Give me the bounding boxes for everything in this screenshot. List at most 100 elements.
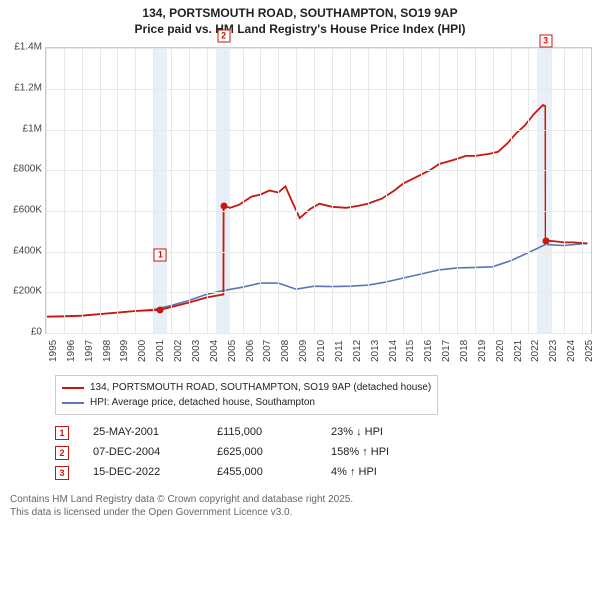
x-axis-label: 2013	[370, 340, 377, 362]
sale-marker-point	[157, 306, 164, 313]
x-axis-label: 2009	[298, 340, 305, 362]
x-axis-label: 2016	[423, 340, 430, 362]
gridline-vertical	[475, 48, 476, 333]
plot-area: 123	[45, 47, 592, 334]
gridline-vertical	[296, 48, 297, 333]
x-axis-label: 2014	[388, 340, 395, 362]
gridline-vertical	[135, 48, 136, 333]
x-axis-label: 2015	[405, 340, 412, 362]
sale-marker-label: 1	[154, 248, 167, 261]
y-axis-label: £800K	[2, 164, 42, 175]
sale-number-badge: 2	[55, 446, 69, 460]
gridline-vertical	[439, 48, 440, 333]
gridline-vertical	[82, 48, 83, 333]
sale-row: 2 07-DEC-2004 £625,000 158% ↑ HPI	[55, 443, 590, 463]
y-axis-label: £1.4M	[2, 42, 42, 53]
gridline-vertical	[582, 48, 583, 333]
gridline-vertical	[100, 48, 101, 333]
gridline-vertical	[46, 48, 47, 333]
gridline-vertical	[368, 48, 369, 333]
x-axis-label: 2002	[173, 340, 180, 362]
price-chart: 123 £0£200K£400K£600K£800K£1M£1.2M£1.4M1…	[0, 39, 600, 369]
sale-date: 15-DEC-2022	[93, 463, 193, 483]
sale-number-badge: 3	[55, 466, 69, 480]
x-axis-label: 2004	[209, 340, 216, 362]
x-axis-label: 1995	[48, 340, 55, 362]
x-axis-label: 2003	[191, 340, 198, 362]
sale-price: £455,000	[217, 463, 307, 483]
x-axis-label: 2024	[566, 340, 573, 362]
x-axis-label: 2006	[245, 340, 252, 362]
gridline-vertical	[189, 48, 190, 333]
gridline-horizontal	[46, 130, 591, 131]
x-axis-label: 2001	[155, 340, 162, 362]
gridline-vertical	[260, 48, 261, 333]
sale-marker-label: 3	[539, 34, 552, 47]
chart-title-block: 134, PORTSMOUTH ROAD, SOUTHAMPTON, SO19 …	[0, 0, 600, 39]
gridline-vertical	[457, 48, 458, 333]
gridline-vertical	[207, 48, 208, 333]
gridline-vertical	[528, 48, 529, 333]
sales-table: 125-MAY-2001£115,00023% ↓ HPI207-DEC-200…	[55, 423, 590, 482]
gridline-horizontal	[46, 292, 591, 293]
y-axis-label: £1M	[2, 123, 42, 134]
attribution-line2: This data is licensed under the Open Gov…	[10, 506, 590, 519]
gridline-vertical	[564, 48, 565, 333]
legend-swatch	[62, 402, 84, 404]
x-axis-label: 2022	[530, 340, 537, 362]
gridline-vertical	[511, 48, 512, 333]
y-axis-label: £200K	[2, 286, 42, 297]
gridline-vertical	[403, 48, 404, 333]
gridline-vertical	[278, 48, 279, 333]
gridline-vertical	[350, 48, 351, 333]
x-axis-label: 1997	[84, 340, 91, 362]
x-axis-label: 2010	[316, 340, 323, 362]
gridline-horizontal	[46, 48, 591, 49]
x-axis-label: 1998	[102, 340, 109, 362]
series-line	[46, 244, 587, 317]
gridline-horizontal	[46, 252, 591, 253]
y-axis-label: £1.2M	[2, 82, 42, 93]
legend-item: 134, PORTSMOUTH ROAD, SOUTHAMPTON, SO19 …	[62, 380, 431, 395]
chart-legend: 134, PORTSMOUTH ROAD, SOUTHAMPTON, SO19 …	[55, 375, 438, 415]
sale-hpi-delta: 158% ↑ HPI	[331, 443, 421, 463]
x-axis-label: 2000	[137, 340, 144, 362]
sale-date: 07-DEC-2004	[93, 443, 193, 463]
x-axis-label: 2005	[227, 340, 234, 362]
x-axis-label: 2020	[495, 340, 502, 362]
legend-item: HPI: Average price, detached house, Sout…	[62, 395, 431, 410]
sale-row: 3 15-DEC-2022 £455,000 4% ↑ HPI	[55, 463, 590, 483]
gridline-vertical	[153, 48, 154, 333]
gridline-vertical	[64, 48, 65, 333]
x-axis-label: 1996	[66, 340, 73, 362]
legend-label: HPI: Average price, detached house, Sout…	[90, 395, 315, 410]
gridline-vertical	[117, 48, 118, 333]
x-axis-label: 2011	[334, 341, 341, 363]
gridline-vertical	[171, 48, 172, 333]
attribution-line1: Contains HM Land Registry data © Crown c…	[10, 493, 590, 506]
x-axis-label: 1999	[119, 340, 126, 362]
legend-label: 134, PORTSMOUTH ROAD, SOUTHAMPTON, SO19 …	[90, 380, 431, 395]
gridline-vertical	[421, 48, 422, 333]
sale-row: 125-MAY-2001£115,00023% ↓ HPI	[55, 423, 590, 443]
gridline-vertical	[243, 48, 244, 333]
y-axis-label: £600K	[2, 205, 42, 216]
x-axis-label: 2017	[441, 340, 448, 362]
gridline-vertical	[546, 48, 547, 333]
gridline-vertical	[386, 48, 387, 333]
x-axis-label: 2018	[459, 340, 466, 362]
sale-hpi-delta: 23% ↓ HPI	[331, 423, 421, 443]
sale-number-badge: 1	[55, 426, 69, 440]
sale-price: £625,000	[217, 443, 307, 463]
legend-swatch	[62, 387, 84, 389]
attribution-text: Contains HM Land Registry data © Crown c…	[10, 493, 590, 519]
gridline-vertical	[493, 48, 494, 333]
gridline-horizontal	[46, 170, 591, 171]
x-axis-label: 2021	[513, 340, 520, 362]
sale-hpi-delta: 4% ↑ HPI	[331, 463, 421, 483]
x-axis-label: 2012	[352, 340, 359, 362]
sale-marker-point	[220, 202, 227, 209]
sale-marker-label: 2	[217, 29, 230, 42]
sale-price: £115,000	[217, 423, 307, 443]
gridline-horizontal	[46, 89, 591, 90]
